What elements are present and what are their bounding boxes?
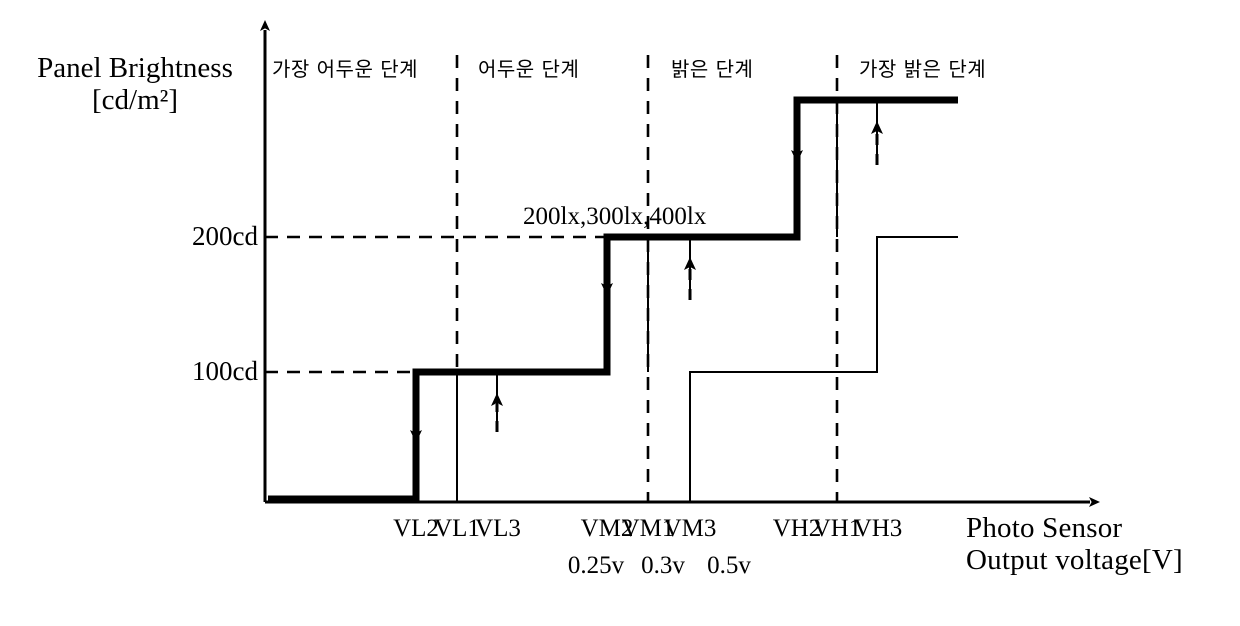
x-voltage-label-05v: 0.5v bbox=[690, 552, 768, 580]
reference-lines bbox=[265, 237, 607, 372]
x-tick-label-vl3: VL3 bbox=[458, 515, 538, 543]
y-tick-label-100cd: 100cd bbox=[140, 356, 258, 386]
axis-lines bbox=[265, 30, 1090, 502]
hysteresis-diagram: Panel Brightness [cd/m²] 200cd 100cd 가장 … bbox=[0, 0, 1240, 626]
up-transition-arrows bbox=[497, 132, 877, 432]
region-label-dark: 어두운 단계 bbox=[478, 58, 579, 80]
y-tick-label-200cd: 200cd bbox=[140, 221, 258, 251]
x-axis-title-line2: Output voltage[V] bbox=[966, 544, 1183, 576]
x-tick-label-vm3: VM3 bbox=[650, 515, 730, 543]
lux-annotation: 200lx,300lx,400lx bbox=[523, 203, 706, 231]
x-axis-title-line1: Photo Sensor bbox=[966, 512, 1183, 544]
region-label-bright: 밝은 단계 bbox=[671, 58, 753, 80]
region-label-darkest: 가장 어두운 단계 bbox=[272, 58, 418, 80]
decreasing-curve-path bbox=[268, 100, 958, 499]
y-axis-title-line2: [cd/m²] bbox=[10, 84, 260, 116]
down-transition-arrows bbox=[416, 108, 797, 432]
decreasing-curve bbox=[268, 100, 958, 499]
y-axis-title-line1: Panel Brightness bbox=[10, 52, 260, 84]
x-axis-title: Photo Sensor Output voltage[V] bbox=[966, 512, 1183, 577]
x-tick-label-vh3: VH3 bbox=[838, 515, 918, 543]
region-label-brightest: 가장 밝은 단계 bbox=[859, 58, 986, 80]
y-axis-title: Panel Brightness [cd/m²] bbox=[10, 52, 260, 117]
